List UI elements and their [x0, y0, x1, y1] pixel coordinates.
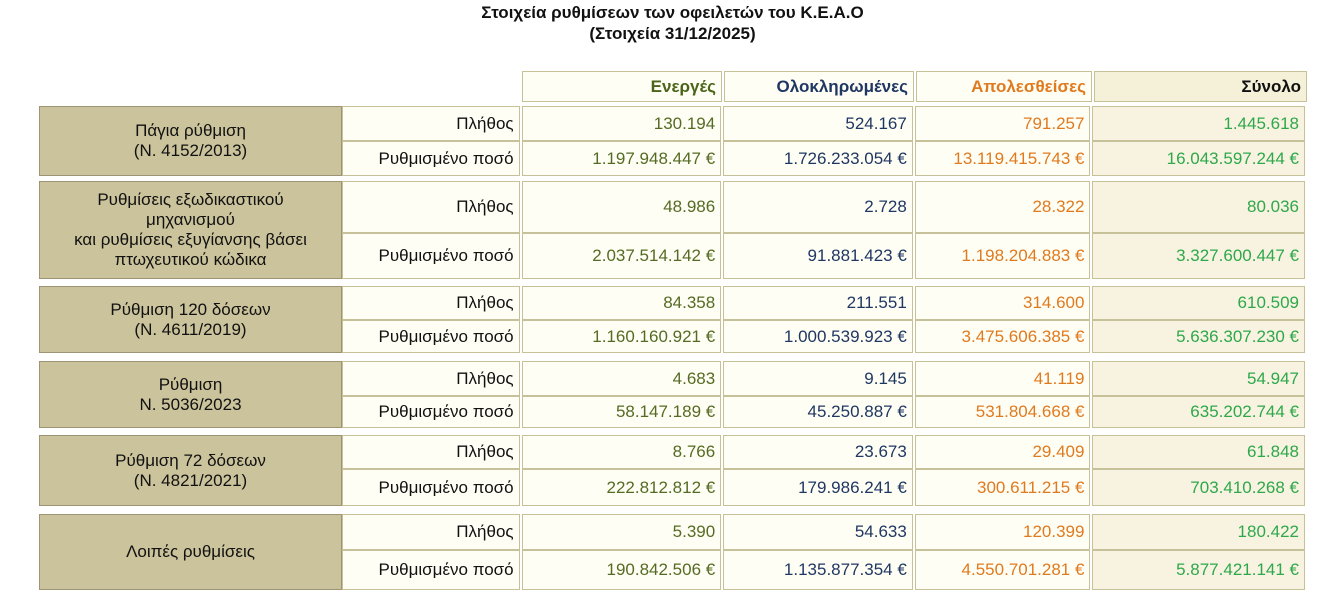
settlement-group-label-line: Λοιπές ρυθμίσεις: [126, 542, 255, 561]
cell-lost-count: 791.257: [914, 106, 1091, 141]
metric-label: Πλήθος: [342, 435, 520, 469]
report-title: Στοιχεία ρυθμίσεων των οφειλετών του Κ.Ε…: [0, 2, 1317, 44]
settlement-group-label-line: Ν. 5036/2023: [139, 394, 242, 414]
cell-active-count: 48.986: [521, 181, 722, 233]
cell-completed-count: 23.673: [723, 435, 913, 469]
settlement-group-label: Ρύθμιση 120 δόσεων (Ν. 4611/2019): [39, 286, 342, 353]
metric-label: Ρυθμισμένο ποσό: [342, 469, 520, 506]
metric-label: Ρυθμισμένο ποσό: [342, 320, 520, 353]
cell-total-count: 80.036: [1092, 181, 1305, 233]
table-row-count: Πλήθος 130.194 524.167 791.257 1.445.618: [342, 106, 1305, 141]
settlement-group-label-line: μηχανισμού: [146, 210, 235, 229]
metric-label: Πλήθος: [342, 514, 520, 550]
settlement-group-label-line: (Ν. 4152/2013): [133, 141, 248, 160]
metric-label: Πλήθος: [342, 106, 520, 141]
table-row-amount: Ρυθμισμένο ποσό 1.160.160.921 €1.000.539.…: [342, 320, 1305, 353]
cell-active-amount: 58.147.189 €: [521, 396, 722, 428]
cell-total-amount: 703.410.268 €: [1092, 469, 1305, 506]
table-row-count: Πλήθος 84.358 211.551 314.600 610.509: [342, 286, 1305, 320]
metric-label: Ρυθμισμένο ποσό: [342, 233, 520, 279]
cell-active-amount: 1.197.948.447 €: [521, 141, 722, 176]
settlement-group-label: Ρύθμιση 72 δόσεων (Ν. 4821/2021): [39, 435, 342, 506]
report-title-line2: (Στοιχεία 31/12/2025): [589, 24, 756, 43]
table-row-count: Πλήθος 48.986 2.728 28.322 80.036: [342, 181, 1305, 233]
cell-lost-amount: 3.475.606.385 €: [914, 320, 1091, 353]
cell-completed-amount: 1.726.233.054 €: [723, 141, 913, 176]
settlement-group-label-line: πτωχευτικού κώδικα: [114, 250, 267, 269]
cell-completed-amount: 1.135.877.354 €: [723, 550, 913, 590]
table-row-amount: Ρυθμισμένο ποσό 222.812.812 €179.986.241 …: [342, 469, 1305, 506]
cell-active-amount: 2.037.514.142 €: [521, 233, 722, 279]
table-row-count: Πλήθος 5.390 54.633 120.399 180.422: [342, 514, 1305, 550]
settlement-group-label-line: και ρυθμίσεις εξυγίανσης βάσει: [74, 230, 307, 249]
cell-completed-amount: 91.881.423 €: [723, 233, 913, 279]
metric-label: Πλήθος: [342, 361, 520, 396]
metric-label: Ρυθμισμένο ποσό: [342, 396, 520, 428]
settlement-group-label-line: (Ν. 4611/2019): [134, 319, 247, 339]
settlement-group-label-line: Ρύθμιση 72 δόσεων: [115, 450, 266, 470]
settlement-group-label-line: Πάγια ρύθμιση: [135, 121, 246, 140]
cell-lost-count: 314.600: [914, 286, 1091, 320]
cell-lost-count: 28.322: [914, 181, 1091, 233]
metric-label: Ρυθμισμένο ποσό: [342, 550, 520, 590]
cell-completed-count: 54.633: [723, 514, 913, 550]
cell-completed-count: 211.551: [723, 286, 913, 320]
table-row-amount: Ρυθμισμένο ποσό 58.147.189 €45.250.887 €5…: [342, 396, 1305, 428]
table-row-count: Πλήθος 8.766 23.673 29.409 61.848: [342, 435, 1305, 469]
settlement-group-label-line: Ρυθμίσεις εξωδικαστικού: [97, 190, 284, 209]
cell-completed-count: 9.145: [723, 361, 913, 396]
cell-completed-count: 524.167: [723, 106, 913, 141]
cell-active-count: 5.390: [521, 514, 722, 550]
cell-active-amount: 1.160.160.921 €: [521, 320, 722, 353]
cell-lost-amount: 13.119.415.743 €: [914, 141, 1091, 176]
cell-completed-amount: 179.986.241 €: [723, 469, 913, 506]
cell-lost-amount: 300.611.215 €: [914, 469, 1091, 506]
cell-completed-count: 2.728: [723, 181, 913, 233]
cell-total-amount: 16.043.597.244 €: [1092, 141, 1305, 176]
cell-lost-amount: 4.550.701.281 €: [914, 550, 1091, 590]
cell-total-count: 61.848: [1092, 435, 1305, 469]
cell-total-count: 610.509: [1092, 286, 1305, 320]
cell-total-count: 1.445.618: [1092, 106, 1305, 141]
table-row-count: Πλήθος 4.683 9.145 41.119 54.947: [342, 361, 1305, 396]
settlement-group-label: Λοιπές ρυθμίσεις: [39, 514, 342, 590]
cell-total-count: 54.947: [1092, 361, 1305, 396]
column-header-active: Ενεργές: [522, 71, 722, 102]
cell-total-amount: 3.327.600.447 €: [1092, 233, 1305, 279]
cell-total-count: 180.422: [1092, 514, 1305, 550]
table-row-amount: Ρυθμισμένο ποσό 1.197.948.447 €1.726.233.…: [342, 141, 1305, 176]
cell-total-amount: 5.636.307.230 €: [1092, 320, 1305, 353]
column-header-lost: Απολεσθείσες: [916, 71, 1092, 102]
table-row-amount: Ρυθμισμένο ποσό 190.842.506 €1.135.877.35…: [342, 550, 1305, 590]
cell-active-count: 8.766: [521, 435, 722, 469]
cell-completed-amount: 45.250.887 €: [723, 396, 913, 428]
settlement-group-label: Πάγια ρύθμιση (Ν. 4152/2013): [39, 106, 342, 176]
settlement-group-label: Ρυθμίσεις εξωδικαστικού μηχανισμού και ρυθ…: [39, 181, 342, 279]
cell-lost-amount: 1.198.204.883 €: [914, 233, 1091, 279]
settlement-group-label-line: (Ν. 4821/2021): [133, 470, 248, 490]
settlement-group-label-line: Ρύθμιση 120 δόσεων: [110, 299, 271, 319]
cell-total-amount: 5.877.421.141 €: [1092, 550, 1305, 590]
cell-active-amount: 190.842.506 €: [521, 550, 722, 590]
cell-active-amount: 222.812.812 €: [521, 469, 722, 506]
cell-lost-amount: 531.804.668 €: [914, 396, 1091, 428]
column-header-total: Σύνολο: [1094, 71, 1307, 102]
cell-completed-amount: 1.000.539.923 €: [723, 320, 913, 353]
cell-lost-count: 120.399: [914, 514, 1091, 550]
settlement-group-label: Ρύθμιση Ν. 5036/2023: [39, 361, 342, 428]
table-row-amount: Ρυθμισμένο ποσό 2.037.514.142 €91.881.423…: [342, 233, 1305, 279]
cell-lost-count: 29.409: [914, 435, 1091, 469]
cell-total-amount: 635.202.744 €: [1092, 396, 1305, 428]
cell-active-count: 84.358: [521, 286, 722, 320]
cell-active-count: 130.194: [521, 106, 722, 141]
metric-label: Πλήθος: [342, 286, 520, 320]
metric-label: Ρυθμισμένο ποσό: [342, 141, 520, 176]
column-header-completed: Ολοκληρωμένες: [724, 71, 914, 102]
cell-lost-count: 41.119: [914, 361, 1091, 396]
settlement-group-label-line: Ρύθμιση: [158, 374, 223, 394]
cell-active-count: 4.683: [521, 361, 722, 396]
report-title-line1: Στοιχεία ρυθμίσεων των οφειλετών του Κ.Ε…: [481, 3, 864, 22]
metric-label: Πλήθος: [342, 181, 520, 233]
